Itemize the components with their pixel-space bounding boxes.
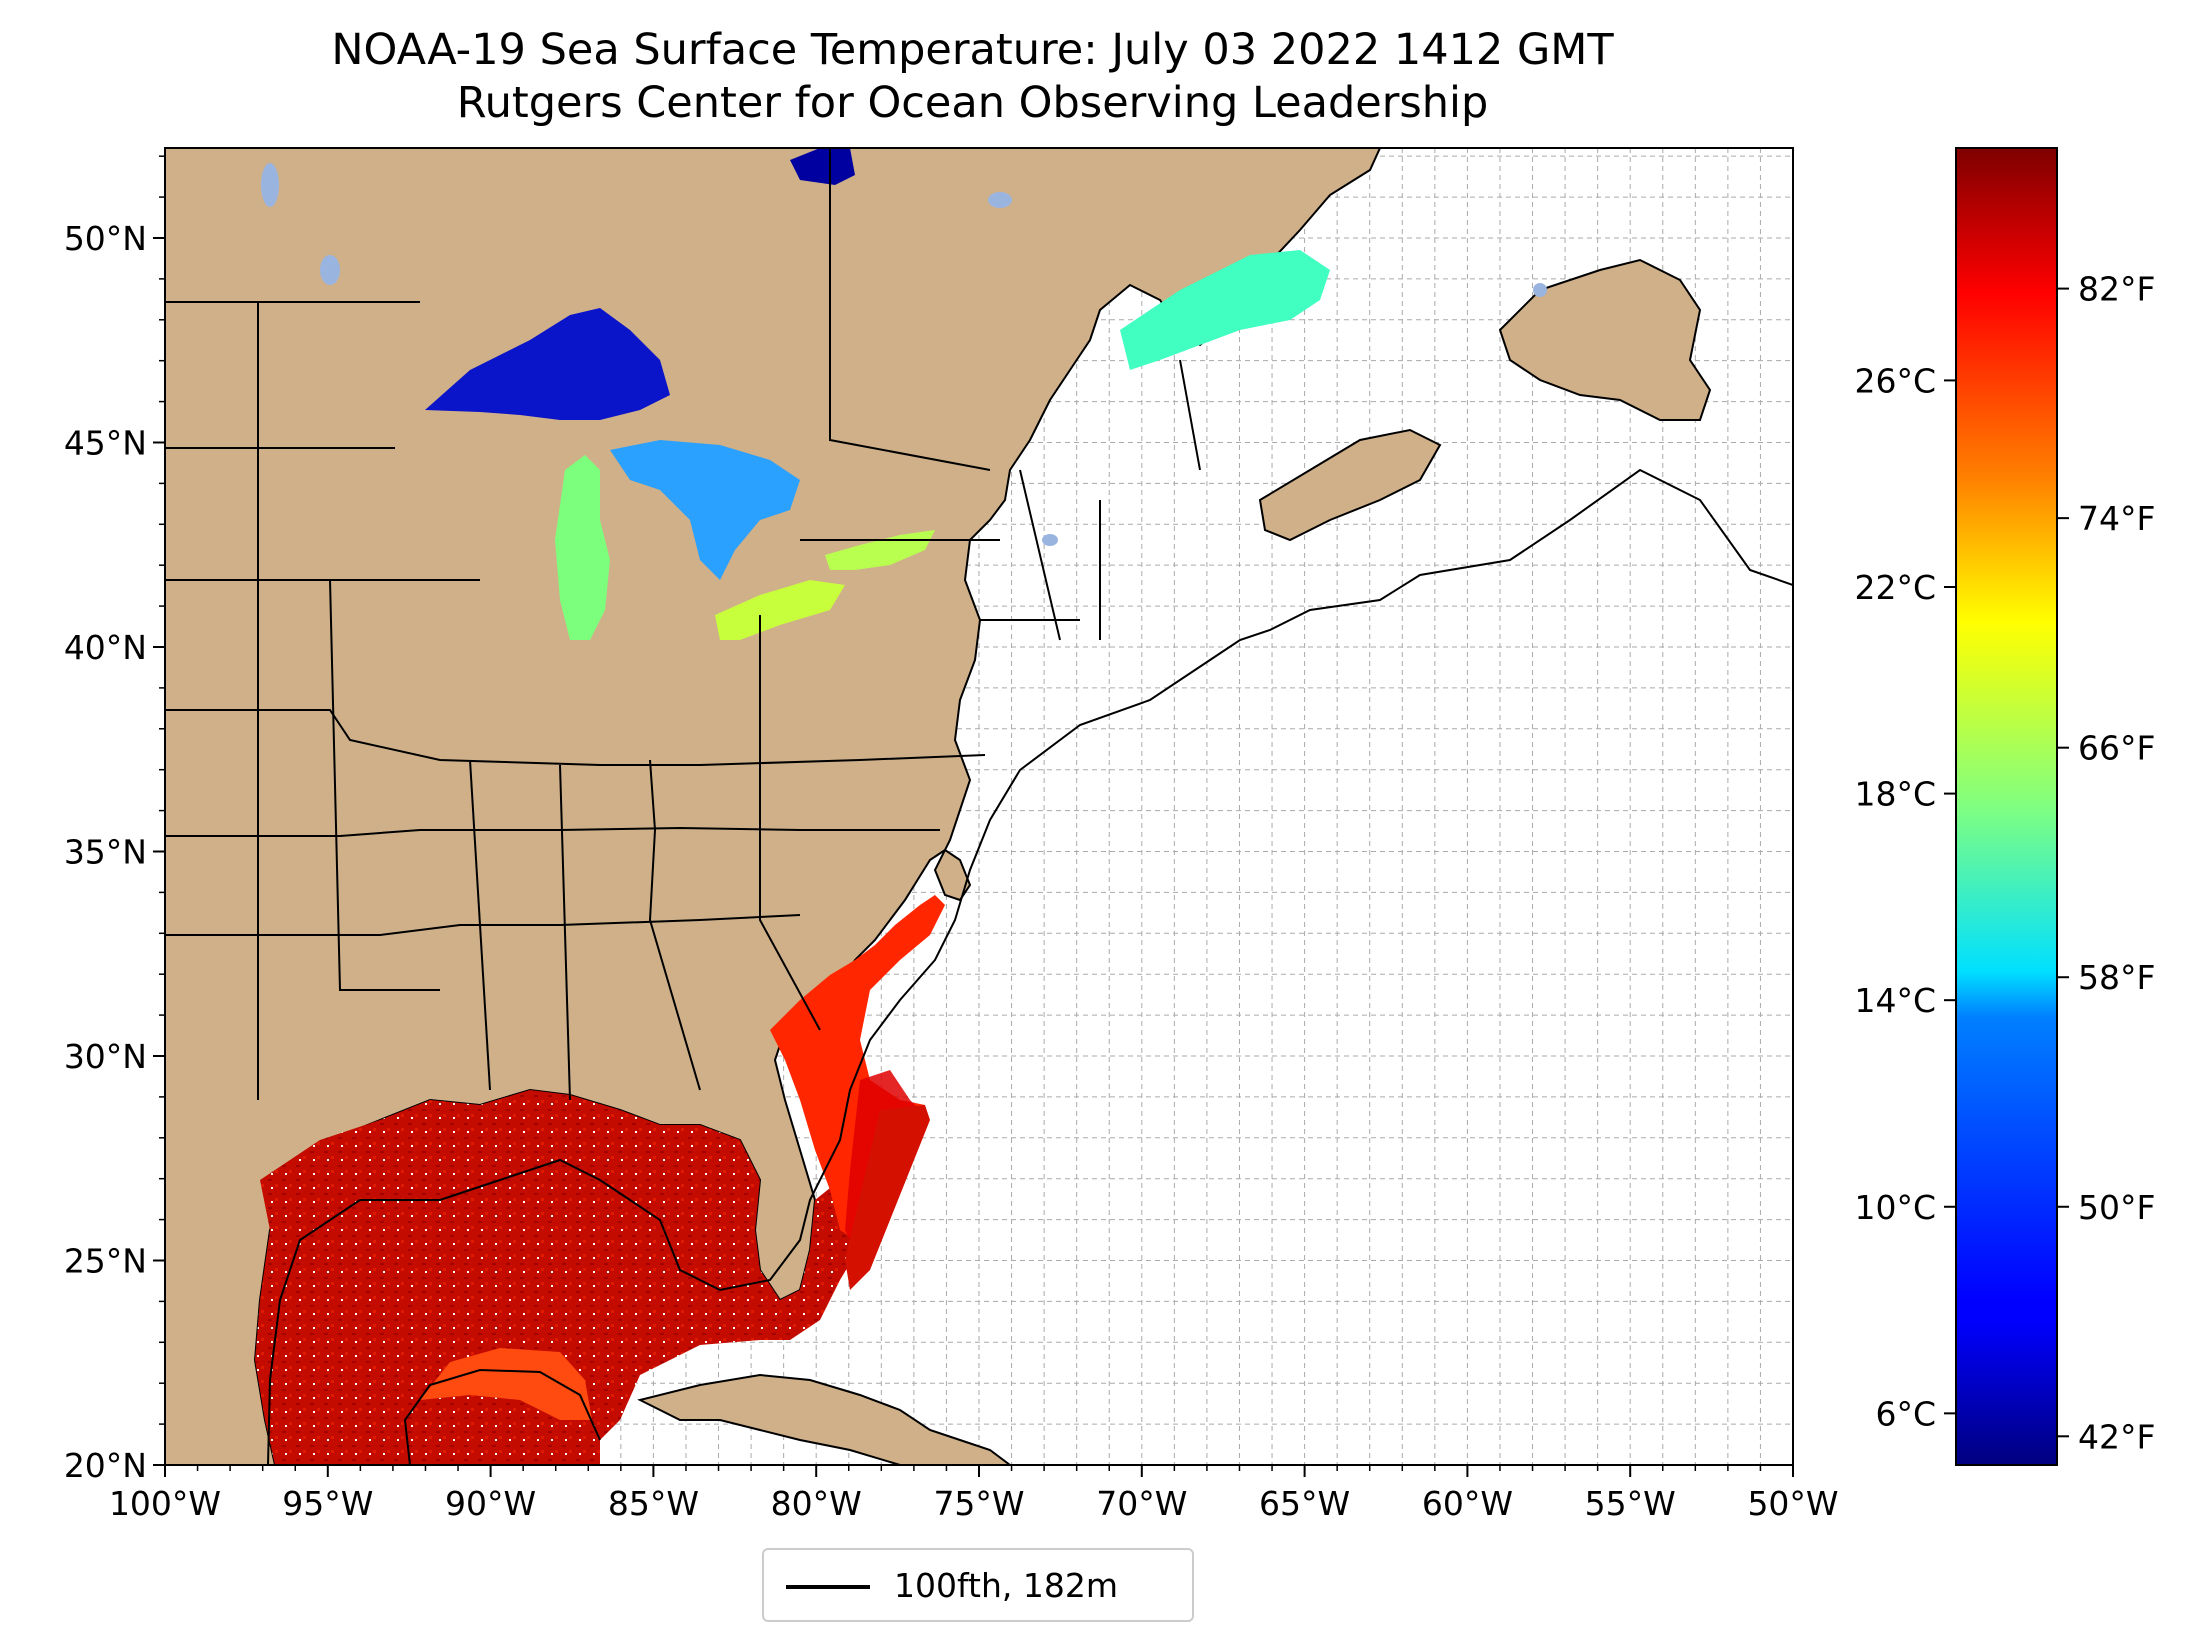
map-area xyxy=(165,148,1793,1465)
campeche-contour xyxy=(403,1368,601,1465)
st-lawrence-sst xyxy=(1120,250,1330,370)
fahrenheit-tick-label: 74°F xyxy=(2078,499,2155,538)
x-tick-label: 80°W xyxy=(771,1484,862,1523)
great-lakes-sst xyxy=(425,148,1330,640)
lake-nipigon-sst xyxy=(790,148,855,185)
fahrenheit-tick-label: 82°F xyxy=(2078,270,2155,309)
colorbar-fahrenheit-ticks: 42°F 50°F 58°F 66°F 74°F 82°F xyxy=(2057,270,2155,1456)
fahrenheit-tick-label: 42°F xyxy=(2078,1417,2155,1456)
x-tick-label: 100°W xyxy=(109,1484,221,1523)
y-tick-label: 20°N xyxy=(64,1446,147,1485)
colorbar-celsius-ticks: 6°C 10°C 14°C 18°C 22°C 26°C xyxy=(1854,361,1956,1433)
state-borders xyxy=(165,148,1201,1101)
celsius-tick-label: 14°C xyxy=(1854,981,1936,1020)
legend-line-swatch xyxy=(786,1585,870,1589)
open-ocean-sst-swath xyxy=(845,1105,930,1290)
colorbar: 6°C 10°C 14°C 18°C 22°C 26°C 42°F 50°F 58°F 66°F… xyxy=(1854,147,2155,1466)
x-tick-label: 55°W xyxy=(1585,1484,1676,1523)
longitude-axis: 100°W 95°W 90°W 85°W 80°W 75°W 70°W 65°W 60°W 55°… xyxy=(109,1465,1839,1523)
y-tick-label: 40°N xyxy=(64,628,147,667)
x-tick-label: 75°W xyxy=(933,1484,1024,1523)
celsius-tick-label: 26°C xyxy=(1854,361,1936,400)
x-tick-label: 95°W xyxy=(282,1484,373,1523)
title-line-2: Rutgers Center for Ocean Observing Leade… xyxy=(456,78,1489,128)
x-tick-label: 90°W xyxy=(445,1484,536,1523)
inland-lakes xyxy=(261,163,1547,546)
legend: 100fth, 182m xyxy=(762,1548,1194,1622)
latitude-axis: 20°N 25°N 30°N 35°N 40°N 45°N 50°N xyxy=(64,155,165,1485)
gulf-sst xyxy=(255,895,945,1465)
y-tick-label: 50°N xyxy=(64,219,147,258)
fahrenheit-tick-label: 66°F xyxy=(2078,729,2155,768)
north-america-land xyxy=(165,148,1382,1465)
cuba-land xyxy=(637,1373,1012,1465)
x-tick-label: 85°W xyxy=(608,1484,699,1523)
y-tick-label: 30°N xyxy=(64,1037,147,1076)
title-line-1: NOAA-19 Sea Surface Temperature: July 03… xyxy=(331,25,1614,75)
depth-contour-100fth xyxy=(267,468,1793,1465)
x-tick-label: 70°W xyxy=(1096,1484,1187,1523)
nova-scotia-land xyxy=(1258,428,1442,542)
colorbar-gradient xyxy=(1955,147,2058,1466)
y-tick-label: 45°N xyxy=(64,423,147,462)
y-tick-label: 35°N xyxy=(64,832,147,871)
celsius-tick-label: 22°C xyxy=(1854,568,1936,607)
gulf-of-mexico-sst xyxy=(255,1090,870,1465)
fahrenheit-tick-label: 58°F xyxy=(2078,958,2155,997)
lake-erie-sst xyxy=(715,580,845,640)
celsius-tick-label: 6°C xyxy=(1875,1394,1936,1433)
lake-superior-sst xyxy=(425,308,670,420)
legend-label: 100fth, 182m xyxy=(894,1566,1118,1605)
page-title: NOAA-19 Sea Surface Temperature: July 03… xyxy=(0,24,1945,130)
celsius-tick-label: 18°C xyxy=(1854,775,1936,814)
newfoundland-land xyxy=(1498,258,1712,421)
x-tick-label: 50°W xyxy=(1747,1484,1838,1523)
fahrenheit-tick-label: 50°F xyxy=(2078,1188,2155,1227)
lake-michigan-sst xyxy=(555,455,610,640)
celsius-tick-label: 10°C xyxy=(1854,1188,1936,1227)
x-tick-label: 65°W xyxy=(1259,1484,1350,1523)
y-tick-label: 25°N xyxy=(64,1241,147,1280)
lake-huron-sst xyxy=(610,440,800,580)
campeche-bank-sst xyxy=(420,1348,592,1420)
x-tick-label: 60°W xyxy=(1422,1484,1513,1523)
